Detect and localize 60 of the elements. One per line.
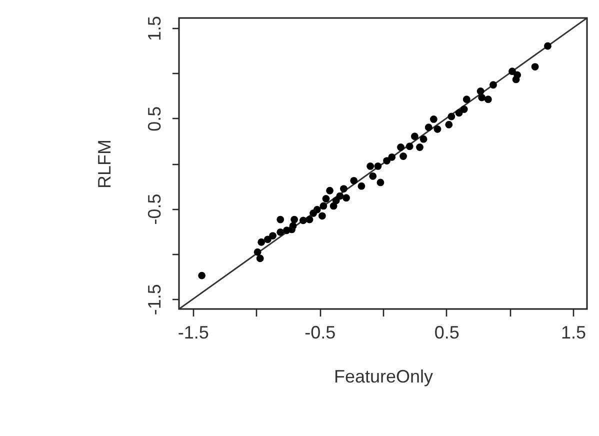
point	[366, 162, 374, 170]
point	[445, 120, 453, 128]
point	[336, 192, 344, 200]
point	[424, 124, 432, 132]
point	[416, 144, 424, 151]
x-axis-title: FeatureOnly	[334, 366, 434, 386]
point	[476, 88, 484, 95]
point	[198, 272, 206, 280]
point	[455, 109, 463, 117]
point	[306, 216, 314, 224]
point	[358, 182, 366, 190]
point	[400, 152, 407, 160]
y-axis-title: RLFM	[94, 140, 114, 188]
point	[410, 132, 418, 140]
point	[322, 195, 330, 202]
point	[383, 157, 391, 164]
point	[508, 68, 516, 76]
point	[478, 94, 486, 102]
point	[313, 206, 321, 214]
point	[299, 216, 307, 224]
point	[258, 238, 266, 246]
point	[276, 216, 284, 224]
x-tick-label: 0.5	[434, 322, 460, 342]
point	[254, 248, 262, 256]
y-tick-label: -0.5	[144, 194, 164, 225]
point	[264, 236, 272, 244]
point	[430, 116, 438, 123]
point	[256, 254, 264, 262]
point	[290, 216, 298, 224]
point	[544, 42, 552, 50]
point	[434, 125, 442, 133]
point	[350, 176, 358, 184]
point	[376, 178, 384, 186]
y-tick-label: 0.5	[144, 106, 164, 132]
x-tick-label: -0.5	[304, 322, 336, 342]
point	[269, 232, 276, 240]
point	[448, 112, 456, 120]
point	[484, 96, 492, 104]
point	[514, 71, 522, 79]
x-tick-label: 1.5	[561, 322, 586, 342]
point	[460, 106, 468, 113]
point	[420, 135, 428, 143]
point	[318, 212, 326, 220]
point	[340, 185, 348, 193]
point	[326, 186, 334, 194]
point	[490, 81, 497, 89]
y-tick-label: -1.5	[144, 284, 164, 316]
x-tick-label: -1.5	[178, 322, 209, 342]
point	[388, 153, 396, 161]
point	[342, 194, 350, 202]
point	[531, 63, 539, 70]
point	[320, 202, 328, 210]
point	[462, 96, 470, 104]
point	[369, 172, 377, 180]
point	[276, 228, 284, 236]
point	[397, 144, 404, 151]
point	[406, 142, 414, 150]
point	[374, 162, 382, 170]
point	[289, 222, 297, 230]
y-tick-label: 1.5	[144, 16, 164, 41]
